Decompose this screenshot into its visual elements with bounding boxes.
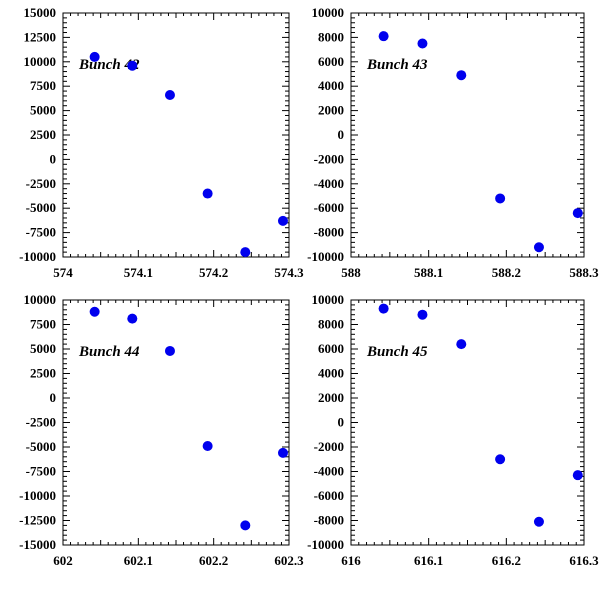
data-point — [533, 242, 544, 253]
data-point — [127, 60, 138, 71]
y-tick-label: 6000 — [318, 54, 344, 69]
panel-4: 10000 8000 6000 4000 2000 0 -2000 -4000 -6000 -80… — [307, 292, 599, 568]
y-tick-label: -2000 — [314, 151, 344, 166]
data-point — [240, 520, 251, 531]
plot-frame — [350, 299, 585, 546]
y-tick-label: 2500 — [30, 366, 56, 381]
x-tick-label: 574 — [53, 265, 73, 280]
data-point — [572, 470, 583, 481]
x-tick-label: 588 — [341, 265, 361, 280]
x-tick-label: 602.2 — [199, 553, 228, 568]
x-tick-label: 616.3 — [569, 553, 599, 568]
y-tick-label: 0 — [338, 127, 345, 142]
data-point — [378, 303, 389, 314]
y-tick-label: 10000 — [312, 292, 345, 307]
y-tick-label: 12500 — [24, 29, 57, 44]
y-tick-label: -8000 — [314, 513, 344, 528]
x-tick-label: 588.1 — [414, 265, 443, 280]
data-point — [89, 306, 100, 317]
y-tick-label: -6000 — [314, 200, 344, 215]
y-tick-label: 6000 — [318, 341, 344, 356]
panel-1: 15000 12500 10000 7500 5000 2500 0 -2500 -5000 -7… — [19, 5, 304, 280]
data-point — [277, 215, 288, 226]
y-tick-label: 8000 — [318, 317, 344, 332]
data-point — [456, 339, 467, 350]
data-point — [164, 345, 175, 356]
y-tick-label: -7500 — [26, 464, 56, 479]
data-point — [89, 51, 100, 62]
panel-2: 10000 8000 6000 4000 2000 0 -2000 -4000 -6000 -80… — [307, 5, 599, 280]
y-tick-label: 4000 — [318, 78, 344, 93]
y-tick-label: 5000 — [30, 341, 56, 356]
data-point — [417, 309, 428, 320]
y-tick-label: -4000 — [314, 176, 344, 191]
x-tick-label: 588.2 — [492, 265, 521, 280]
y-tick-label: -10000 — [307, 537, 344, 552]
y-tick-label: -4000 — [314, 464, 344, 479]
data-point — [572, 208, 583, 219]
x-tick-label: 602 — [53, 553, 73, 568]
y-tick-label: -2500 — [26, 176, 56, 191]
y-tick-label: -2500 — [26, 415, 56, 430]
plot-frame — [350, 12, 585, 258]
y-tick-label: 4000 — [318, 366, 344, 381]
y-tick-label: 15000 — [24, 5, 57, 20]
y-tick-label: 2000 — [318, 103, 344, 118]
data-point — [164, 89, 175, 100]
x-tick-label: 574.3 — [274, 265, 304, 280]
x-tick-label: 602.3 — [274, 553, 304, 568]
y-tick-label: -12500 — [19, 513, 56, 528]
x-tick-label: 602.1 — [124, 553, 153, 568]
y-tick-label: -2000 — [314, 439, 344, 454]
y-tick-label: -8000 — [314, 225, 344, 240]
panel-3: 10000 7500 5000 2500 0 -2500 -5000 -7500 -10000 -… — [19, 292, 304, 568]
y-tick-label: 10000 — [24, 54, 57, 69]
data-point — [495, 193, 506, 204]
y-tick-label: 0 — [50, 151, 57, 166]
y-tick-label: 7500 — [30, 78, 56, 93]
y-tick-label: -6000 — [314, 488, 344, 503]
data-point — [240, 247, 251, 258]
data-point — [202, 441, 213, 452]
y-tick-label: -5000 — [26, 200, 56, 215]
x-tick-label: 574.1 — [124, 265, 153, 280]
panel-title: Bunch 45 — [366, 344, 428, 360]
plot-frame — [62, 299, 290, 546]
y-tick-label: -10000 — [307, 249, 344, 264]
y-tick-label: 2000 — [318, 390, 344, 405]
data-point — [202, 188, 213, 199]
y-tick-label: 10000 — [312, 5, 345, 20]
x-tick-label: 616.2 — [492, 553, 521, 568]
x-tick-label: 574.2 — [199, 265, 228, 280]
x-tick-label: 616.1 — [414, 553, 443, 568]
data-point — [417, 38, 428, 49]
y-tick-label: 7500 — [30, 317, 56, 332]
y-tick-label: 0 — [50, 390, 57, 405]
data-point — [378, 31, 389, 42]
data-point — [533, 516, 544, 527]
panel-title: Bunch 43 — [366, 57, 428, 73]
x-tick-label: 588.3 — [569, 265, 599, 280]
y-tick-label: -10000 — [19, 249, 56, 264]
data-point — [495, 454, 506, 465]
x-tick-label: 616 — [341, 553, 361, 568]
y-tick-label: 10000 — [24, 292, 57, 307]
y-tick-label: 5000 — [30, 103, 56, 118]
panel-title: Bunch 44 — [78, 344, 140, 360]
data-point — [456, 70, 467, 81]
y-tick-label: -7500 — [26, 225, 56, 240]
y-tick-label: -10000 — [19, 488, 56, 503]
y-tick-label: -15000 — [19, 537, 56, 552]
y-tick-label: 0 — [338, 415, 345, 430]
y-tick-label: 2500 — [30, 127, 56, 142]
data-point — [277, 447, 288, 458]
y-tick-label: 8000 — [318, 29, 344, 44]
y-tick-label: -5000 — [26, 439, 56, 454]
data-point — [127, 313, 138, 324]
plot-frame — [62, 12, 290, 258]
